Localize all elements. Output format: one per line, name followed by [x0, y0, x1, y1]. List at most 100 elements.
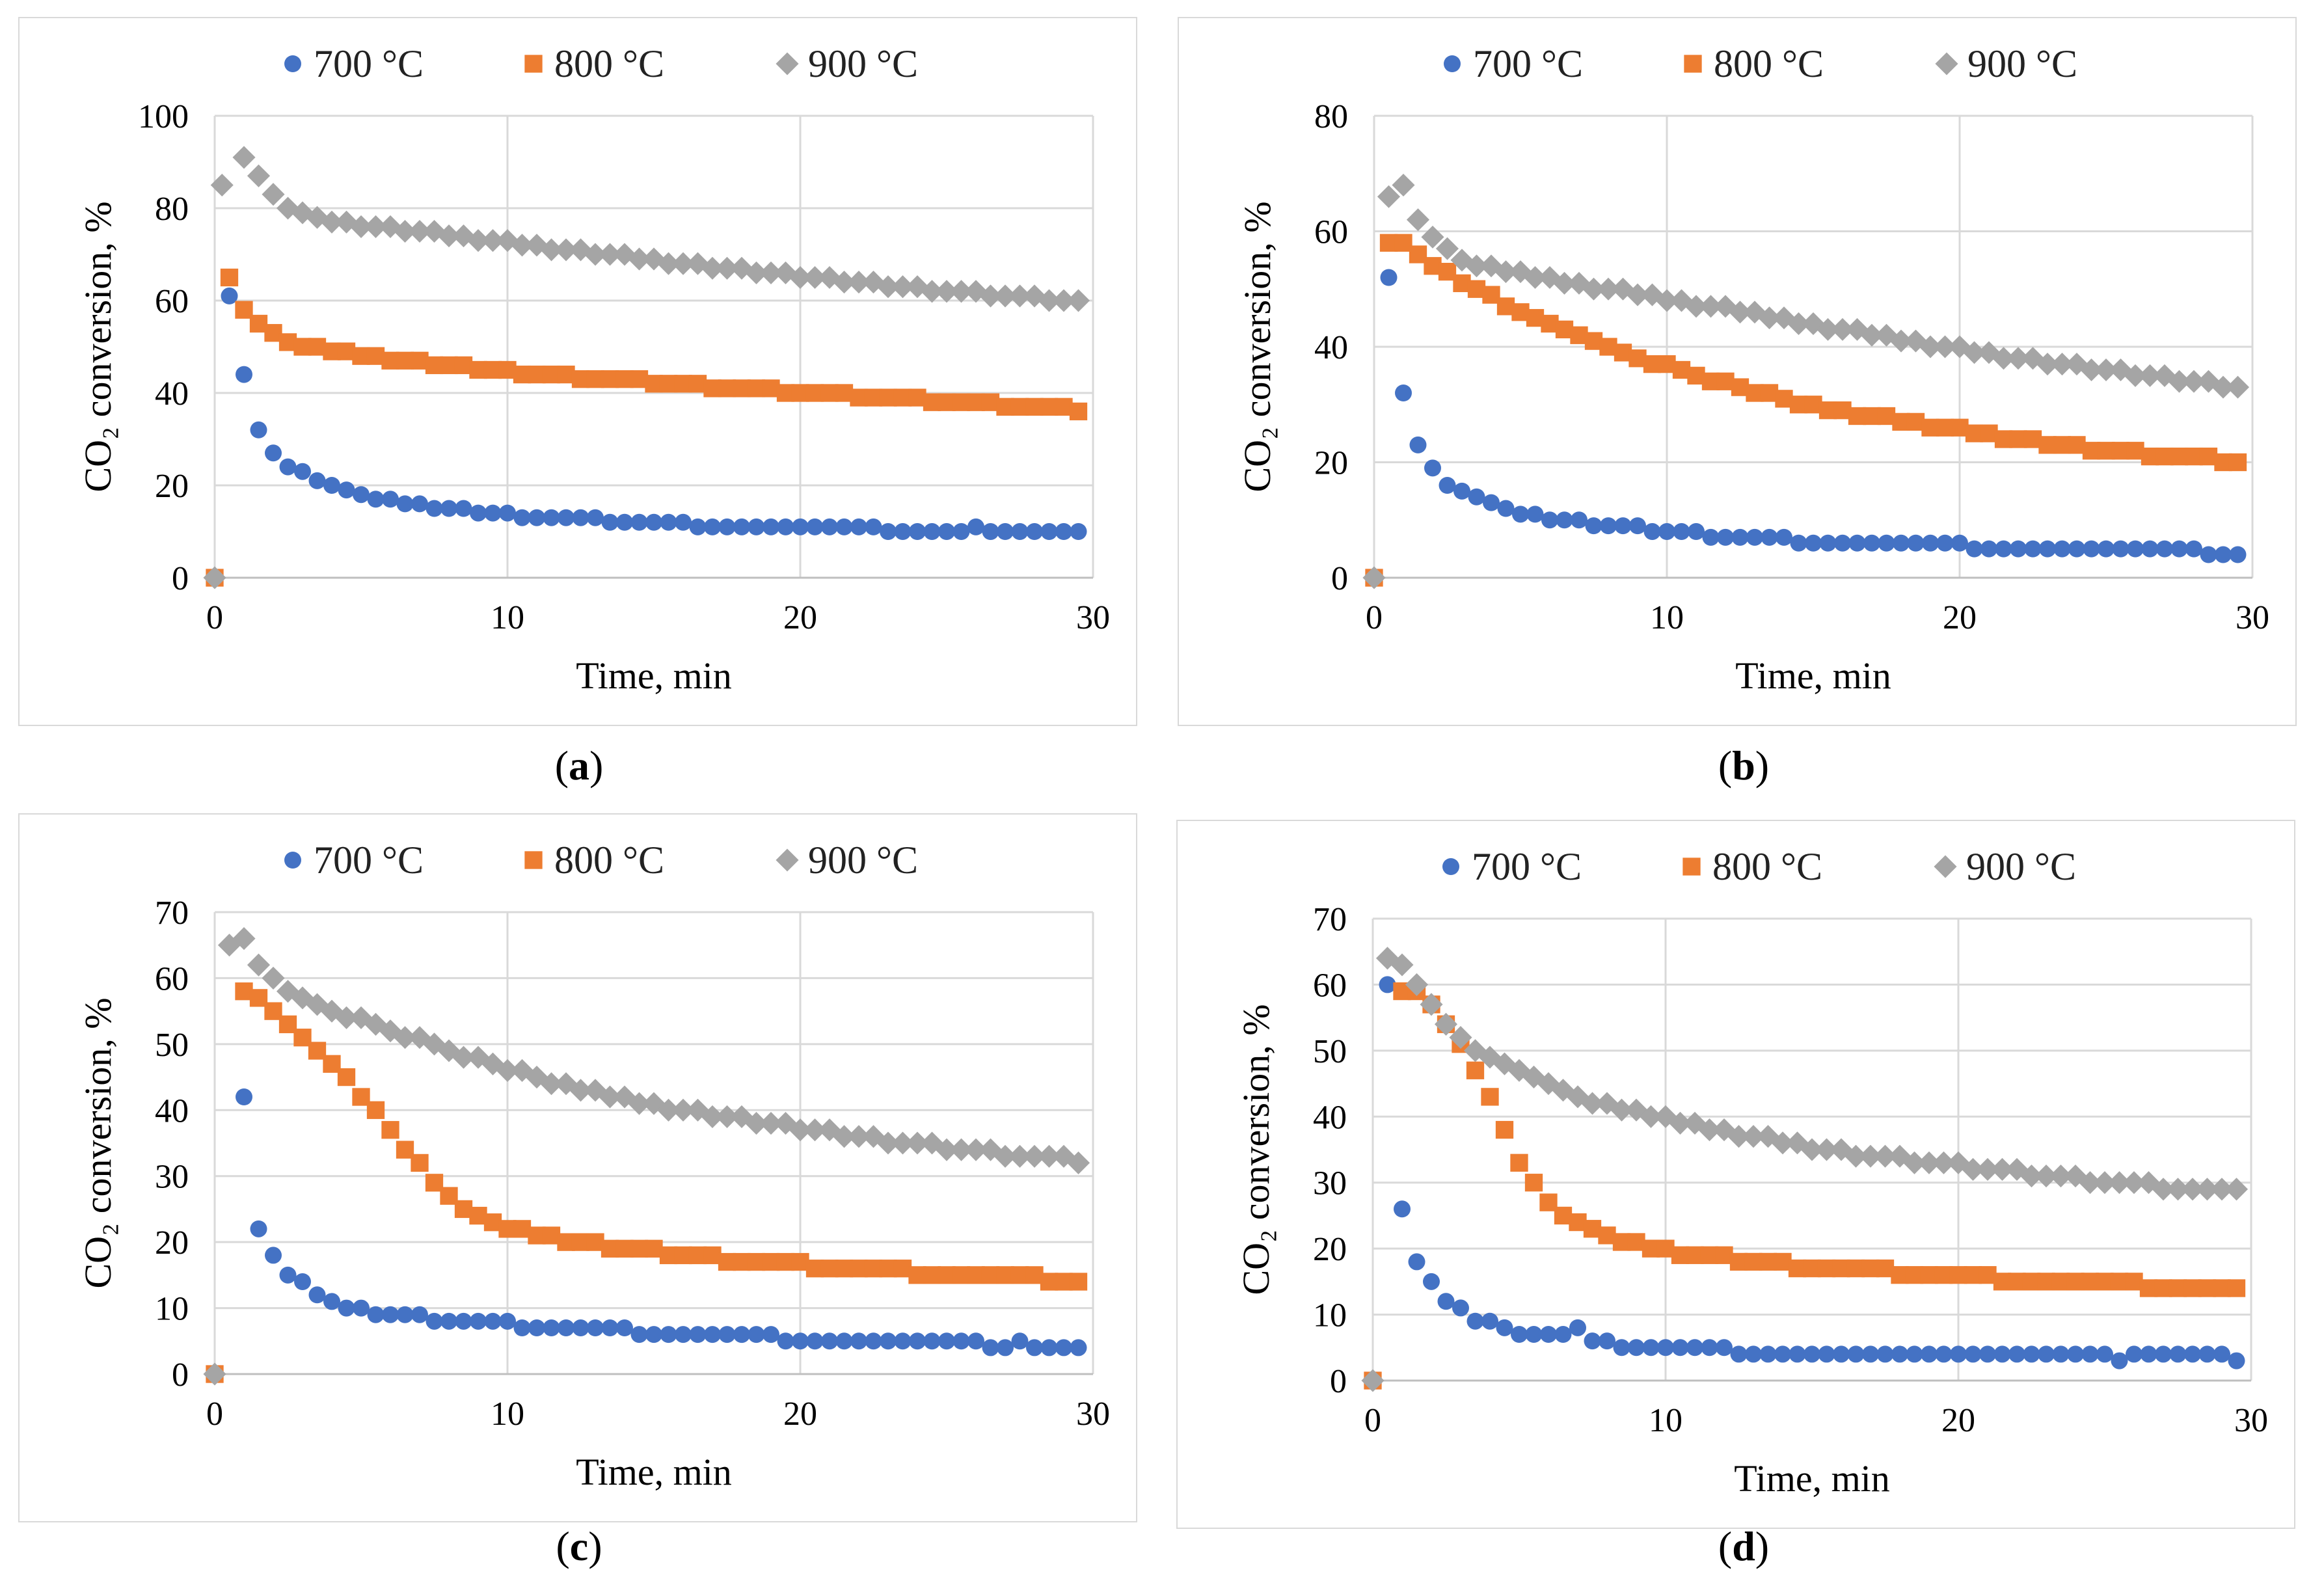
x-tick-label: 30 — [1076, 1396, 1110, 1433]
data-point-700c — [601, 1319, 619, 1336]
data-point-700c — [382, 1306, 399, 1323]
y-tick-label: 50 — [155, 1027, 189, 1064]
legend-marker-900c — [776, 52, 799, 75]
data-point-900c — [2079, 358, 2103, 382]
data-point-900c — [349, 215, 373, 238]
data-point-700c — [2039, 540, 2056, 558]
data-point-700c — [1556, 511, 1573, 529]
data-point-700c — [835, 1332, 853, 1350]
legend-marker-800c — [1684, 55, 1702, 73]
data-point-900c — [949, 1138, 973, 1161]
x-tick-label: 10 — [1649, 1402, 1682, 1439]
data-point-900c — [920, 280, 944, 303]
data-point-700c — [2010, 540, 2027, 558]
data-point-900c — [1480, 254, 1503, 278]
data-point-900c — [774, 261, 798, 284]
data-point-700c — [440, 1312, 457, 1330]
data-point-800c — [337, 1068, 356, 1086]
data-point-900c — [627, 247, 651, 271]
data-point-700c — [1496, 1319, 1513, 1336]
legend-label-700c: 700 °C — [314, 839, 424, 882]
data-point-700c — [1805, 534, 1822, 552]
chart-a-svg: 700 °C 800 °C 900 °C 0 10 20 30 0 20 40 60 80 100 Tim… — [77, 42, 1110, 697]
data-point-700c — [997, 1339, 1014, 1356]
data-point-700c — [616, 513, 633, 531]
y-axis-title: CO₂ conversion, % — [1236, 201, 1278, 492]
chart-panel-d: 700 °C 800 °C 900 °C 0 10 20 30 0 10 20 30 40 50 60 70… — [1176, 820, 2295, 1529]
data-point-800c — [2228, 453, 2247, 472]
data-point-900c — [1757, 306, 1781, 330]
data-point-700c — [1554, 1326, 1572, 1343]
data-point-700c — [2200, 546, 2217, 563]
data-point-700c — [1936, 534, 1954, 552]
data-point-900c — [1785, 1131, 1809, 1155]
data-point-900c — [1552, 271, 1576, 295]
data-point-700c — [1878, 534, 1895, 552]
chart-b-svg: 700 °C 800 °C 900 °C 0 10 20 30 0 20 40 60 80 Time, … — [1236, 42, 2269, 697]
data-point-900c — [1873, 1144, 1897, 1168]
y-tick-label: 10 — [1313, 1297, 1347, 1334]
data-point-900c — [1771, 1131, 1794, 1155]
data-point-900c — [613, 243, 636, 266]
data-point-700c — [792, 1332, 809, 1350]
data-point-700c — [1040, 523, 1058, 540]
data-point-700c — [2198, 1345, 2216, 1363]
data-point-900c — [876, 1131, 900, 1155]
data-point-900c — [759, 1112, 783, 1135]
data-point-900c — [1626, 283, 1649, 306]
data-point-900c — [1037, 1144, 1061, 1168]
data-point-700c — [323, 1293, 340, 1310]
data-point-700c — [221, 287, 238, 304]
data-point-700c — [880, 1332, 897, 1350]
data-point-900c — [1787, 312, 1811, 336]
data-point-900c — [2124, 364, 2147, 387]
data-point-700c — [1437, 1293, 1455, 1310]
data-point-700c — [1380, 269, 1398, 286]
data-point-900c — [2065, 353, 2088, 376]
data-point-900c — [993, 1144, 1017, 1168]
data-point-900c — [437, 1039, 461, 1062]
data-point-700c — [294, 1273, 311, 1290]
x-tick-label: 0 — [1364, 1402, 1381, 1439]
legend-label-900c: 900 °C — [1966, 845, 2076, 888]
data-point-900c — [422, 219, 446, 243]
data-point-700c — [1628, 1339, 1645, 1356]
data-point-700c — [880, 523, 897, 540]
data-point-700c — [2112, 540, 2129, 558]
data-point-700c — [689, 518, 707, 535]
data-point-900c — [1815, 1138, 1839, 1161]
data-point-700c — [1379, 976, 1396, 993]
legend-marker-700c — [284, 852, 301, 869]
legend-label-700c: 700 °C — [1472, 845, 1582, 888]
data-point-700c — [982, 523, 999, 540]
data-point-700c — [1819, 534, 1837, 552]
data-point-700c — [2038, 1345, 2055, 1363]
data-point-700c — [587, 1319, 604, 1336]
data-point-700c — [236, 366, 252, 383]
data-point-900c — [2020, 1165, 2044, 1188]
data-point-900c — [1595, 1092, 1619, 1115]
data-point-700c — [1673, 523, 1690, 540]
data-point-900c — [1932, 1151, 1956, 1174]
data-point-700c — [821, 518, 838, 535]
data-point-900c — [861, 1125, 885, 1148]
data-point-900c — [2210, 1178, 2234, 1201]
data-point-700c — [250, 1220, 267, 1237]
data-point-700c — [455, 500, 472, 517]
data-point-700c — [792, 518, 809, 535]
data-point-700c — [1746, 528, 1763, 546]
data-point-900c — [1537, 1072, 1560, 1096]
series-700c — [1364, 976, 2245, 1389]
data-point-900c — [379, 1019, 402, 1043]
data-point-700c — [1011, 1332, 1029, 1350]
data-point-700c — [1833, 1345, 1850, 1363]
data-point-700c — [2141, 540, 2159, 558]
data-point-700c — [1921, 1345, 1938, 1363]
data-point-900c — [598, 243, 622, 266]
data-point-700c — [1951, 534, 1968, 552]
data-point-700c — [953, 523, 970, 540]
data-point-700c — [470, 504, 487, 522]
data-point-900c — [2094, 358, 2118, 382]
data-point-900c — [2049, 1165, 2073, 1188]
x-tick-label: 20 — [1941, 1402, 1975, 1439]
